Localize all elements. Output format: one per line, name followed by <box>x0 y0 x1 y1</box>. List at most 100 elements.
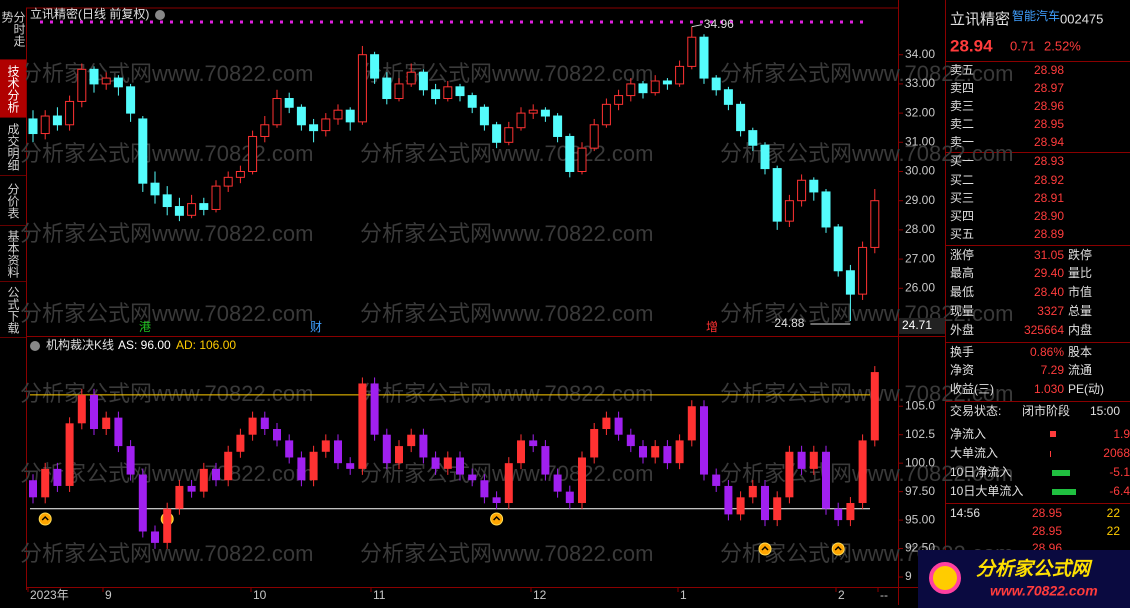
ask-label: 卖一 <box>950 135 974 149</box>
candle-body <box>126 86 136 114</box>
candle-body <box>394 83 404 100</box>
indicator-bar <box>90 394 98 430</box>
candle-body <box>113 77 123 88</box>
indicator-bar <box>321 440 330 452</box>
candle-body <box>467 95 477 108</box>
sector: 智能汽车 <box>1012 8 1060 23</box>
stat-label: 现量 <box>950 304 974 318</box>
stat-value: 1.030 <box>1034 382 1064 396</box>
candle-body <box>406 71 416 85</box>
trade-cell: 28.95 <box>1032 524 1062 538</box>
candle-body <box>211 185 221 210</box>
sidebar-tab[interactable]: 技术分析 <box>0 60 26 118</box>
watermark: 分析家公式网www.70822.com <box>20 381 313 406</box>
low-label: 24.88 <box>774 316 804 330</box>
candle-body <box>284 98 294 108</box>
sidebar-tab[interactable]: 分时走势 <box>0 8 26 60</box>
bid-label: 买四 <box>950 209 974 223</box>
candle-body <box>516 112 526 129</box>
sidebar-tab[interactable]: 基本资料 <box>0 226 26 282</box>
bid-label: 买五 <box>950 227 974 241</box>
high-pointer <box>691 24 702 28</box>
y-tick-label: 26.00 <box>905 280 935 294</box>
indicator-bar <box>785 451 794 498</box>
candle-body <box>528 109 538 114</box>
stat-label: 收益(三) <box>950 382 994 396</box>
logo-url: www.70822.com <box>990 583 1098 599</box>
as-label: AS: 96.00 <box>118 338 171 352</box>
sidebar-tab[interactable]: 成交明细 <box>0 118 26 176</box>
candle-body <box>443 86 453 100</box>
candle-body <box>321 118 331 132</box>
candle-body <box>687 36 697 67</box>
price: 28.94 <box>950 36 993 55</box>
stat-label: 换手 <box>950 345 974 359</box>
indicator-bar <box>797 451 806 469</box>
stat-label: 净资 <box>950 363 974 377</box>
chart-title: 立讯精密(日线 前复权) <box>30 6 149 21</box>
candle-body <box>370 54 380 79</box>
y-tick-label: 33.00 <box>905 76 935 90</box>
last-box <box>899 317 945 334</box>
stat-label: PE(动) <box>1068 382 1104 396</box>
indicator-bar <box>651 446 660 458</box>
candle-body <box>101 77 111 85</box>
indicator-bar <box>517 440 525 464</box>
indicator-bar <box>529 440 538 447</box>
y-tick-label: 32.00 <box>905 105 935 119</box>
candle-body <box>797 179 807 202</box>
indicator-button[interactable] <box>30 341 40 351</box>
candle-body <box>565 135 575 172</box>
stat-value: 28.40 <box>1034 285 1064 299</box>
sidebar-tab[interactable]: 公式下载 <box>0 282 26 338</box>
ad-label: AD: 106.00 <box>176 338 236 352</box>
indicator-bar <box>700 406 708 475</box>
status-value: 闭市阶段 <box>1022 403 1070 418</box>
indicator-bar <box>334 440 342 464</box>
indicator-bar <box>712 474 721 486</box>
stat-value: 31.05 <box>1034 248 1064 262</box>
watermark: 分析家公式网www.70822.com <box>20 61 313 86</box>
event-marker: 增 <box>706 320 718 334</box>
candle-body <box>357 54 367 123</box>
indicator-bar <box>77 394 86 424</box>
stat-label: 最低 <box>950 285 974 299</box>
candle-body <box>626 83 636 97</box>
bid-label: 买一 <box>950 154 974 168</box>
bid-price: 28.89 <box>1034 227 1064 241</box>
candle-body <box>309 124 319 132</box>
flow-value: -6.4 <box>1109 484 1130 498</box>
y-tick-label: 9 <box>905 569 912 583</box>
trade-cell: 22 <box>1107 524 1121 538</box>
indicator-bar <box>151 531 159 543</box>
ask-price: 28.98 <box>1034 63 1064 77</box>
trade-cell: 22 <box>1107 506 1121 520</box>
indicator-bar <box>809 451 818 469</box>
candle-body <box>748 130 758 146</box>
indicator-bar <box>248 417 257 435</box>
ask-label: 卖三 <box>950 99 974 113</box>
title-button[interactable] <box>155 10 165 20</box>
buy-arrow <box>38 512 52 526</box>
candle-body <box>431 89 441 100</box>
y-tick-label: 31.00 <box>905 134 935 148</box>
stat-value: 7.29 <box>1041 363 1065 377</box>
candle-body <box>723 89 733 105</box>
x-tick-label: 2023年 <box>30 588 69 602</box>
candle-body <box>260 124 270 137</box>
indicator-bar <box>761 485 769 521</box>
indicator-bar <box>614 417 623 435</box>
last-label: 24.71 <box>902 318 932 332</box>
indicator-bar <box>126 446 135 475</box>
x-tick-label: 12 <box>533 588 547 602</box>
ask-label: 卖二 <box>950 117 974 131</box>
stat-label: 涨停 <box>950 247 974 262</box>
stat-value: 29.40 <box>1034 266 1064 280</box>
sidebar-tab[interactable]: 分价表 <box>0 176 26 226</box>
buy-arrow-chevron <box>41 515 49 521</box>
stock-code: 002475 <box>1060 11 1103 26</box>
flow-label: 10日净流入 <box>950 465 1011 479</box>
candle-body <box>77 68 87 102</box>
indicator-bar <box>578 457 586 504</box>
